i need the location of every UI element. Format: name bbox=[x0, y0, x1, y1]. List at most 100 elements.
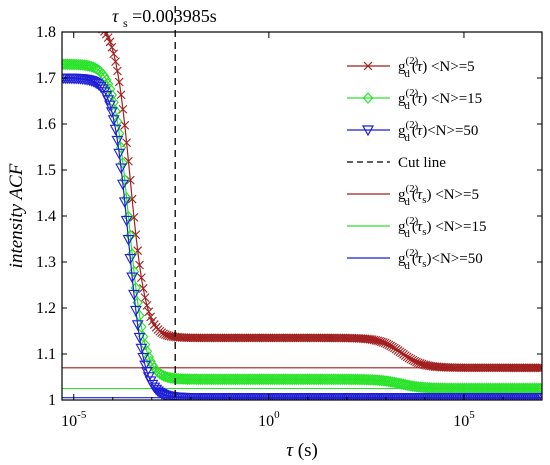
data-point bbox=[535, 363, 542, 373]
data-point bbox=[80, 17, 88, 25]
legend-marker bbox=[361, 125, 375, 137]
data-point bbox=[107, 115, 120, 126]
legend-label: g(2) d (τs) <N>=15 bbox=[398, 215, 486, 240]
data-point bbox=[537, 363, 542, 373]
data-point bbox=[135, 343, 148, 355]
data-point bbox=[135, 260, 144, 270]
data-point bbox=[129, 305, 142, 317]
data-point bbox=[164, 331, 174, 341]
data-point bbox=[76, 17, 84, 25]
legend-marker bbox=[363, 61, 373, 71]
data-point bbox=[102, 95, 115, 106]
y-tick-label: 1.6 bbox=[36, 116, 56, 133]
data-point bbox=[105, 37, 115, 47]
data-point bbox=[533, 363, 542, 373]
y-tick-label: 1.8 bbox=[36, 24, 56, 41]
y-axis-label: intensity ACF bbox=[6, 163, 27, 268]
data-point bbox=[142, 300, 152, 310]
data-point bbox=[73, 17, 81, 25]
legend: g(2) d (τ) <N>=5 g(2) d (τ) <N>=15 g(2) d (τ)<N>… bbox=[347, 55, 486, 272]
annotation-subscript: s bbox=[123, 16, 128, 30]
data-point bbox=[133, 332, 146, 344]
data-point bbox=[112, 115, 123, 128]
legend-label: g(2) d (τ) <N>=5 bbox=[398, 55, 475, 80]
legend-entry-4: Cut line bbox=[347, 155, 446, 171]
data-point bbox=[84, 60, 95, 72]
data-point bbox=[109, 124, 122, 136]
x-axis-label: τ (s) bbox=[286, 440, 318, 461]
axis-ticks: 1 1.1 1.2 1.3 1.4 1.5 1.6 1.7 1.8 10-5 100 105 bbox=[36, 24, 543, 430]
data-point bbox=[139, 360, 152, 372]
legend-label: g(2) d (τs)<N>=50 bbox=[398, 247, 483, 272]
data-point bbox=[82, 18, 90, 26]
data-point bbox=[160, 370, 171, 383]
x-tick-label: 105 bbox=[453, 409, 475, 430]
legend-entry-5: g(2) d (τs) <N>=5 bbox=[347, 183, 479, 208]
data-point bbox=[133, 246, 143, 256]
y-tick-label: 1 bbox=[48, 392, 56, 409]
data-point bbox=[138, 284, 148, 293]
data-point bbox=[84, 18, 92, 26]
data-point bbox=[95, 22, 103, 30]
data-point bbox=[116, 90, 126, 100]
data-point bbox=[126, 272, 139, 284]
data-point bbox=[97, 23, 105, 31]
y-tick-label: 1.1 bbox=[36, 346, 56, 363]
x-tick-label: 100 bbox=[258, 409, 280, 430]
data-point bbox=[88, 19, 96, 27]
annotation-symbol: τ bbox=[112, 6, 119, 26]
data-point bbox=[103, 33, 113, 43]
series-markers-2 bbox=[62, 58, 542, 395]
data-point bbox=[116, 179, 129, 191]
data-point bbox=[136, 273, 146, 282]
x-axis-label-symbol: τ bbox=[286, 440, 294, 461]
data-point bbox=[118, 197, 131, 209]
legend-entry-7: g(2) d (τs)<N>=50 bbox=[347, 247, 483, 272]
data-point bbox=[104, 100, 116, 112]
legend-label: g(2) d (τ) <N>=15 bbox=[398, 87, 482, 112]
data-point bbox=[155, 389, 168, 400]
data-point bbox=[82, 59, 94, 72]
plot-content bbox=[60, 6, 542, 400]
legend-marker bbox=[362, 92, 374, 104]
data-point bbox=[136, 321, 147, 333]
data-point bbox=[149, 320, 159, 329]
data-point bbox=[137, 352, 150, 364]
data-point bbox=[140, 367, 153, 378]
data-point bbox=[65, 17, 73, 25]
data-point bbox=[115, 163, 128, 175]
data-point bbox=[91, 20, 99, 28]
y-tick-label: 1.2 bbox=[36, 300, 56, 317]
legend-entry-6: g(2) d (τs) <N>=15 bbox=[347, 215, 486, 240]
data-point bbox=[111, 57, 120, 66]
data-point bbox=[143, 351, 155, 363]
data-point bbox=[114, 77, 124, 87]
legend-entry-1: g(2) d (τ) <N>=5 bbox=[347, 55, 475, 80]
data-point bbox=[536, 382, 542, 395]
data-point bbox=[111, 135, 124, 147]
data-point bbox=[67, 17, 75, 25]
data-point bbox=[140, 293, 150, 303]
data-point bbox=[86, 60, 97, 73]
y-tick-label: 1.4 bbox=[36, 208, 56, 225]
y-tick-label: 1.5 bbox=[36, 162, 56, 179]
legend-label: g(2) d (τs) <N>=5 bbox=[398, 183, 479, 208]
data-point bbox=[120, 120, 130, 130]
data-point bbox=[107, 42, 117, 52]
data-point bbox=[60, 17, 68, 25]
data-point bbox=[89, 19, 97, 27]
data-point bbox=[69, 17, 77, 25]
data-point bbox=[120, 215, 133, 227]
data-point bbox=[86, 18, 94, 26]
data-point bbox=[91, 78, 104, 90]
data-point bbox=[131, 320, 144, 331]
cut-time-annotation: τ s =0.003985s bbox=[112, 6, 217, 31]
data-point bbox=[369, 335, 379, 345]
legend-label: Cut line bbox=[398, 155, 446, 171]
data-point bbox=[367, 335, 377, 345]
data-point bbox=[78, 17, 86, 25]
data-point bbox=[105, 107, 118, 118]
data-point bbox=[536, 393, 542, 400]
y-tick-label: 1.7 bbox=[36, 70, 56, 87]
